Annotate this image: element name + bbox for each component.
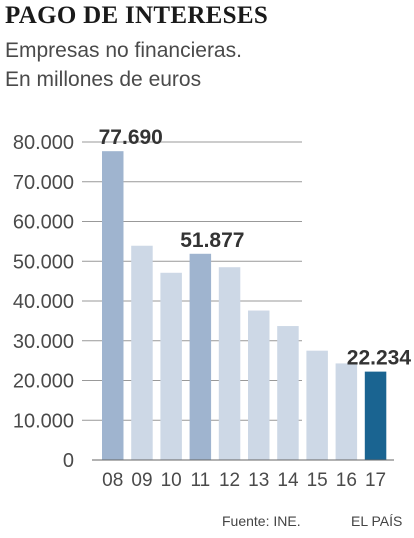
x-tick-label: 08 [102,470,123,491]
x-tick-label: 10 [161,470,182,491]
bar-08 [102,151,124,460]
data-label-17: 22.234 [347,347,412,370]
y-tick-label: 40.000 [13,291,74,313]
x-tick-label: 15 [307,470,328,491]
chart-subtitle: Empresas no financieras. En millones de … [5,36,242,94]
publisher-brand: EL PAÍS [351,513,403,529]
bar-11 [189,253,212,460]
x-tick-label: 16 [336,470,357,491]
y-tick-label: 10.000 [13,410,74,432]
chart-title: PAGO DE INTERESES [5,2,269,29]
x-tick-label: 09 [131,470,152,491]
data-labels: 77.690 51.877 22.234 [99,126,412,369]
x-tick-label: 12 [219,470,240,491]
y-tick-label: 20.000 [13,371,74,393]
x-tick-label: 14 [277,470,299,491]
x-tick-label: 13 [248,470,269,491]
bar-13 [248,310,270,460]
data-label-11: 51.877 [180,229,244,252]
y-tick-label: 0 [63,450,74,472]
bar-09 [131,245,153,460]
bars [102,151,387,460]
y-tick-label: 70.000 [13,172,74,194]
bar-17 [364,371,387,460]
bar-16 [335,363,358,460]
y-tick-label: 60.000 [13,212,74,234]
y-tick-label: 50.000 [13,251,74,273]
bar-15 [306,350,328,460]
bar-14 [277,326,299,460]
x-tick-label: 11 [190,470,210,491]
y-tick-label: 80.000 [13,132,74,154]
subtitle-line-1: Empresas no financieras. [5,39,242,62]
bar-12 [218,267,241,460]
y-tick-label: 30.000 [13,331,74,353]
source-note: Fuente: INE. [222,513,301,529]
x-tick-label: 17 [365,470,386,491]
data-label-08: 77.690 [99,126,163,149]
subtitle-line-2: En millones de euros [5,68,202,91]
axes: 0 10.000 20.000 30.000 40.000 50.000 60.000 70.… [13,132,394,491]
bar-chart: 0 10.000 20.000 30.000 40.000 50.000 60.000 70.… [13,126,412,491]
bar-10 [160,272,182,460]
